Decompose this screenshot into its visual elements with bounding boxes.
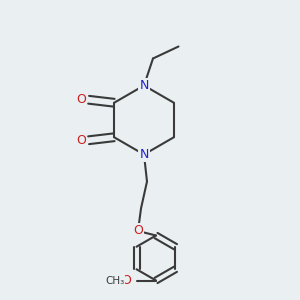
Text: N: N <box>139 148 149 161</box>
Text: O: O <box>76 93 86 106</box>
Text: O: O <box>76 134 86 147</box>
Text: O: O <box>121 274 131 287</box>
Text: CH₃: CH₃ <box>105 275 124 286</box>
Text: N: N <box>139 79 149 92</box>
Text: O: O <box>133 224 143 238</box>
